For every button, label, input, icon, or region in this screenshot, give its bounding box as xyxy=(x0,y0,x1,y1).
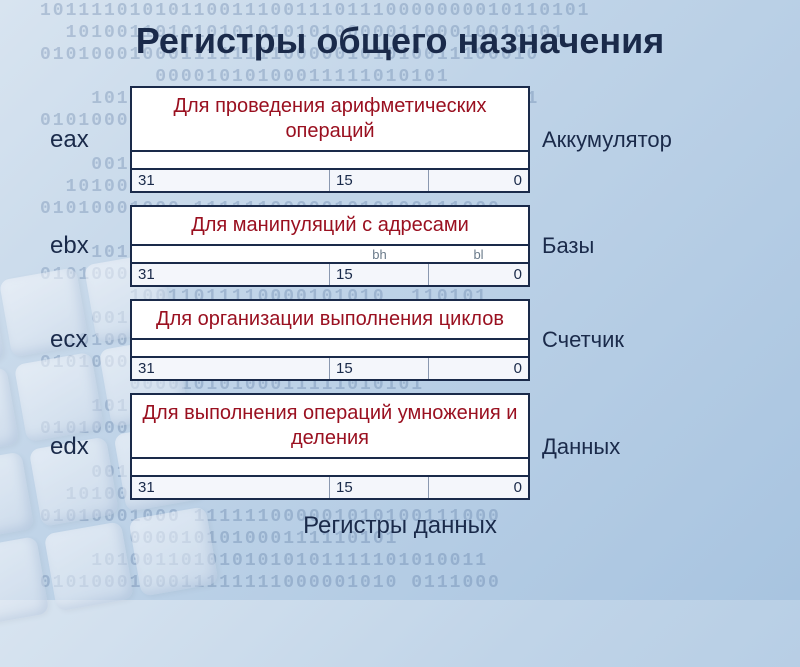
bit-index-row: 31 15 0 xyxy=(132,477,528,498)
bit-label-hi: 31 xyxy=(132,477,330,498)
subreg-hi: bh xyxy=(330,247,429,262)
bit-label-hi: 31 xyxy=(132,358,330,379)
register-row-edx: edx Для выполнения операций умножения и … xyxy=(50,393,750,500)
bit-label-mid: 15 xyxy=(330,264,429,285)
subregister-labels: bh bl xyxy=(132,246,528,264)
bit-index-row: 31 15 0 xyxy=(132,170,528,191)
bit-label-lo: 0 xyxy=(429,477,528,498)
page-title: Регистры общего назначения xyxy=(0,20,800,62)
register-purpose: Счетчик xyxy=(530,327,730,353)
register-box: Для проведения арифметических операций 3… xyxy=(130,86,530,193)
bit-label-mid: 15 xyxy=(330,358,429,379)
register-row-eax: eax Для проведения арифметических операц… xyxy=(50,86,750,193)
register-purpose: Аккумулятор xyxy=(530,127,730,153)
register-diagram: eax Для проведения арифметических операц… xyxy=(50,86,750,500)
bit-label-hi: 31 xyxy=(132,264,330,285)
register-name: eax xyxy=(50,126,130,154)
register-name: edx xyxy=(50,433,130,461)
bit-label-mid: 15 xyxy=(330,477,429,498)
register-description: Для организации выполнения циклов xyxy=(132,301,528,340)
bit-label-lo: 0 xyxy=(429,170,528,191)
bit-label-mid: 15 xyxy=(330,170,429,191)
bit-index-row: 31 15 0 xyxy=(132,264,528,285)
register-description: Для проведения арифметических операций xyxy=(132,88,528,152)
register-row-ecx: ecx Для организации выполнения циклов 31… xyxy=(50,299,750,381)
subregister-labels xyxy=(132,152,528,170)
bit-label-lo: 0 xyxy=(429,358,528,379)
bit-label-lo: 0 xyxy=(429,264,528,285)
bit-label-hi: 31 xyxy=(132,170,330,191)
register-description: Для манипуляций с адресами xyxy=(132,207,528,246)
register-name: ecx xyxy=(50,326,130,354)
register-purpose: Базы xyxy=(530,233,730,259)
subregister-labels xyxy=(132,340,528,358)
register-box: Для манипуляций с адресами bh bl 31 15 0 xyxy=(130,205,530,287)
register-box: Для выполнения операций умножения и деле… xyxy=(130,393,530,500)
register-row-ebx: ebx Для манипуляций с адресами bh bl 31 … xyxy=(50,205,750,287)
register-purpose: Данных xyxy=(530,434,730,460)
subregister-labels xyxy=(132,459,528,477)
register-name: ebx xyxy=(50,232,130,260)
bit-index-row: 31 15 0 xyxy=(132,358,528,379)
register-box: Для организации выполнения циклов 31 15 … xyxy=(130,299,530,381)
register-description: Для выполнения операций умножения и деле… xyxy=(132,395,528,459)
subreg-lo: bl xyxy=(429,247,528,262)
footer-label: Регистры данных xyxy=(0,512,800,540)
